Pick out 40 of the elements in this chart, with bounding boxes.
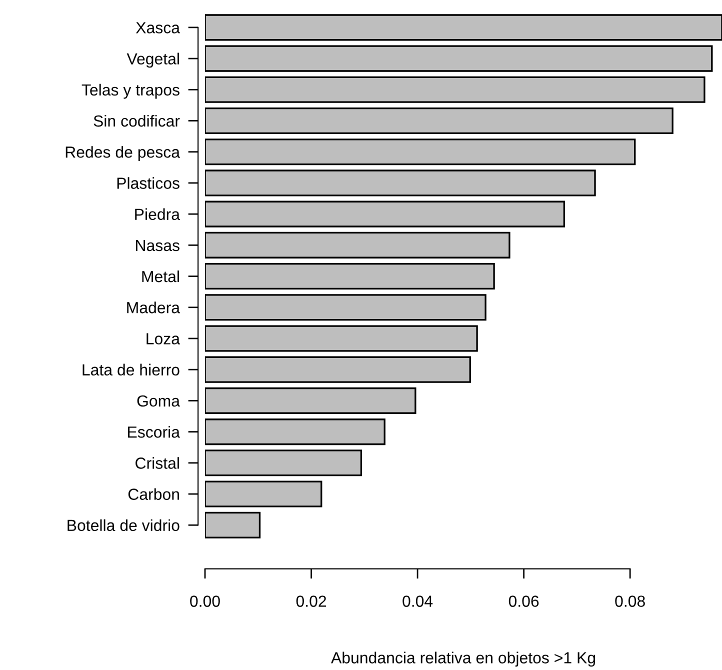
bar — [205, 107, 674, 134]
bar — [205, 450, 362, 476]
y-tick-label: Nasas — [136, 240, 180, 252]
y-tick-label: Carbon — [128, 488, 179, 500]
y-tick-label: Vegetal — [126, 52, 179, 68]
bar — [205, 170, 596, 196]
bar — [205, 480, 322, 508]
bar — [205, 294, 486, 321]
x-tick-label: 0.02 — [296, 596, 326, 607]
y-tick-label: Sin codificar — [94, 114, 180, 127]
bar — [205, 45, 713, 72]
y-tick-label: Cristal — [136, 457, 179, 469]
bar — [205, 200, 566, 228]
bar — [205, 232, 510, 258]
y-tick-label: Xasca — [136, 22, 180, 34]
y-tick-label: Botella de vidrio — [68, 519, 180, 532]
bar — [205, 418, 386, 446]
y-tick-label: Madera — [127, 302, 180, 314]
x-axis-title: Abundancia relativa en objetos >1 Kg — [331, 652, 596, 667]
bar — [205, 14, 722, 41]
y-tick-label: Lata de hierro — [82, 364, 180, 376]
y-tick-label: Piedra — [135, 208, 180, 220]
x-tick-label: 0.04 — [402, 596, 433, 607]
x-tick-label: 0.06 — [508, 596, 539, 607]
y-tick-label: Loza — [146, 333, 180, 344]
bar — [205, 138, 636, 166]
y-tick-label: Escoria — [128, 426, 180, 438]
bar — [205, 263, 495, 290]
x-tick-label: 0.08 — [615, 596, 645, 607]
bar — [205, 387, 416, 414]
bar — [205, 356, 471, 383]
x-tick-label: 0.00 — [190, 596, 220, 607]
y-tick-label: Redes de pesca — [66, 146, 180, 161]
y-tick-label: Plasticos — [117, 177, 180, 189]
y-tick-label: Metal — [142, 270, 179, 282]
y-tick-label: Telas y trapos — [82, 84, 180, 99]
bar — [205, 325, 478, 352]
bar — [205, 512, 261, 538]
y-tick-label: Goma — [137, 395, 180, 407]
bar — [205, 76, 706, 103]
